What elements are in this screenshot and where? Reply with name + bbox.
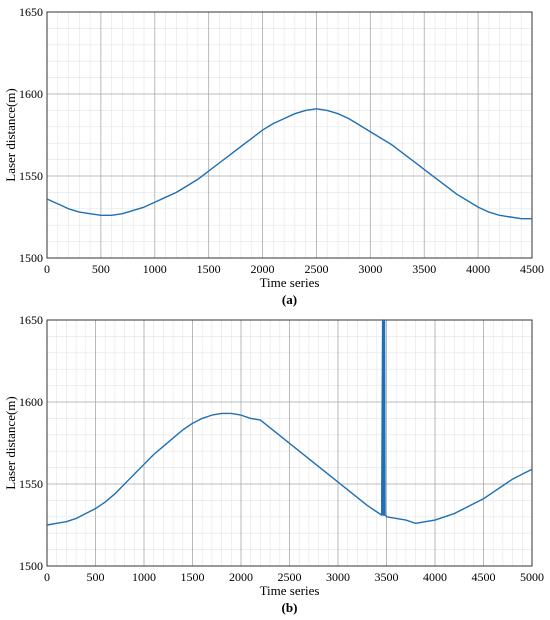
x-tick-label: 0 (44, 570, 50, 584)
x-axis-label-a: Time series (260, 275, 320, 290)
plot-frame-b (46, 319, 533, 567)
chart-panel-a: 0 500 1000 1500 2000 2500 3000 3500 4000 4500 150… (3, 5, 544, 307)
x-tick-label: 2000 (251, 262, 275, 276)
y-tick-label: 1500 (19, 251, 43, 265)
caption-a: (a) (282, 292, 297, 307)
caption-b: (b) (282, 600, 298, 615)
chart-panel-b: 0 500 1000 1500 2000 2500 3000 3500 4000 4500 5000… (3, 313, 544, 615)
x-tick-label: 4500 (472, 570, 496, 584)
y-tick-label: 1650 (19, 5, 43, 19)
x-tick-label: 500 (87, 570, 105, 584)
series-line-a (46, 108, 532, 220)
y-axis-label-a: Laser distance(m) (3, 88, 18, 181)
x-tick-label: 4000 (423, 570, 447, 584)
x-tick-label: 1000 (132, 570, 156, 584)
x-axis-label-b: Time series (260, 583, 320, 598)
x-tick-label: 1500 (181, 570, 205, 584)
x-tick-label: 3000 (358, 262, 382, 276)
y-tick-label: 1550 (19, 477, 43, 491)
x-tick-label: 3500 (412, 262, 436, 276)
x-tick-label: 1500 (197, 262, 221, 276)
x-tick-label: 3500 (375, 570, 399, 584)
y-tick-label: 1550 (19, 169, 43, 183)
series-line-b (46, 319, 533, 526)
x-tick-label: 5000 (520, 570, 544, 584)
x-tick-label: 4000 (466, 262, 490, 276)
y-tick-label: 1600 (19, 87, 43, 101)
y-tick-label: 1650 (19, 313, 43, 327)
x-tick-label: 4500 (520, 262, 544, 276)
x-tick-label: 0 (44, 262, 50, 276)
x-tick-label: 2000 (229, 570, 253, 584)
y-tick-label: 1500 (19, 559, 43, 573)
y-axis-label-b: Laser distance(m) (3, 396, 18, 489)
x-tick-label: 2500 (278, 570, 302, 584)
x-tick-label: 3000 (326, 570, 350, 584)
plot-frame-a (46, 11, 533, 259)
y-tick-label: 1600 (19, 395, 43, 409)
x-tick-label: 1000 (143, 262, 167, 276)
x-tick-label: 500 (92, 262, 110, 276)
x-tick-label: 2500 (304, 262, 328, 276)
